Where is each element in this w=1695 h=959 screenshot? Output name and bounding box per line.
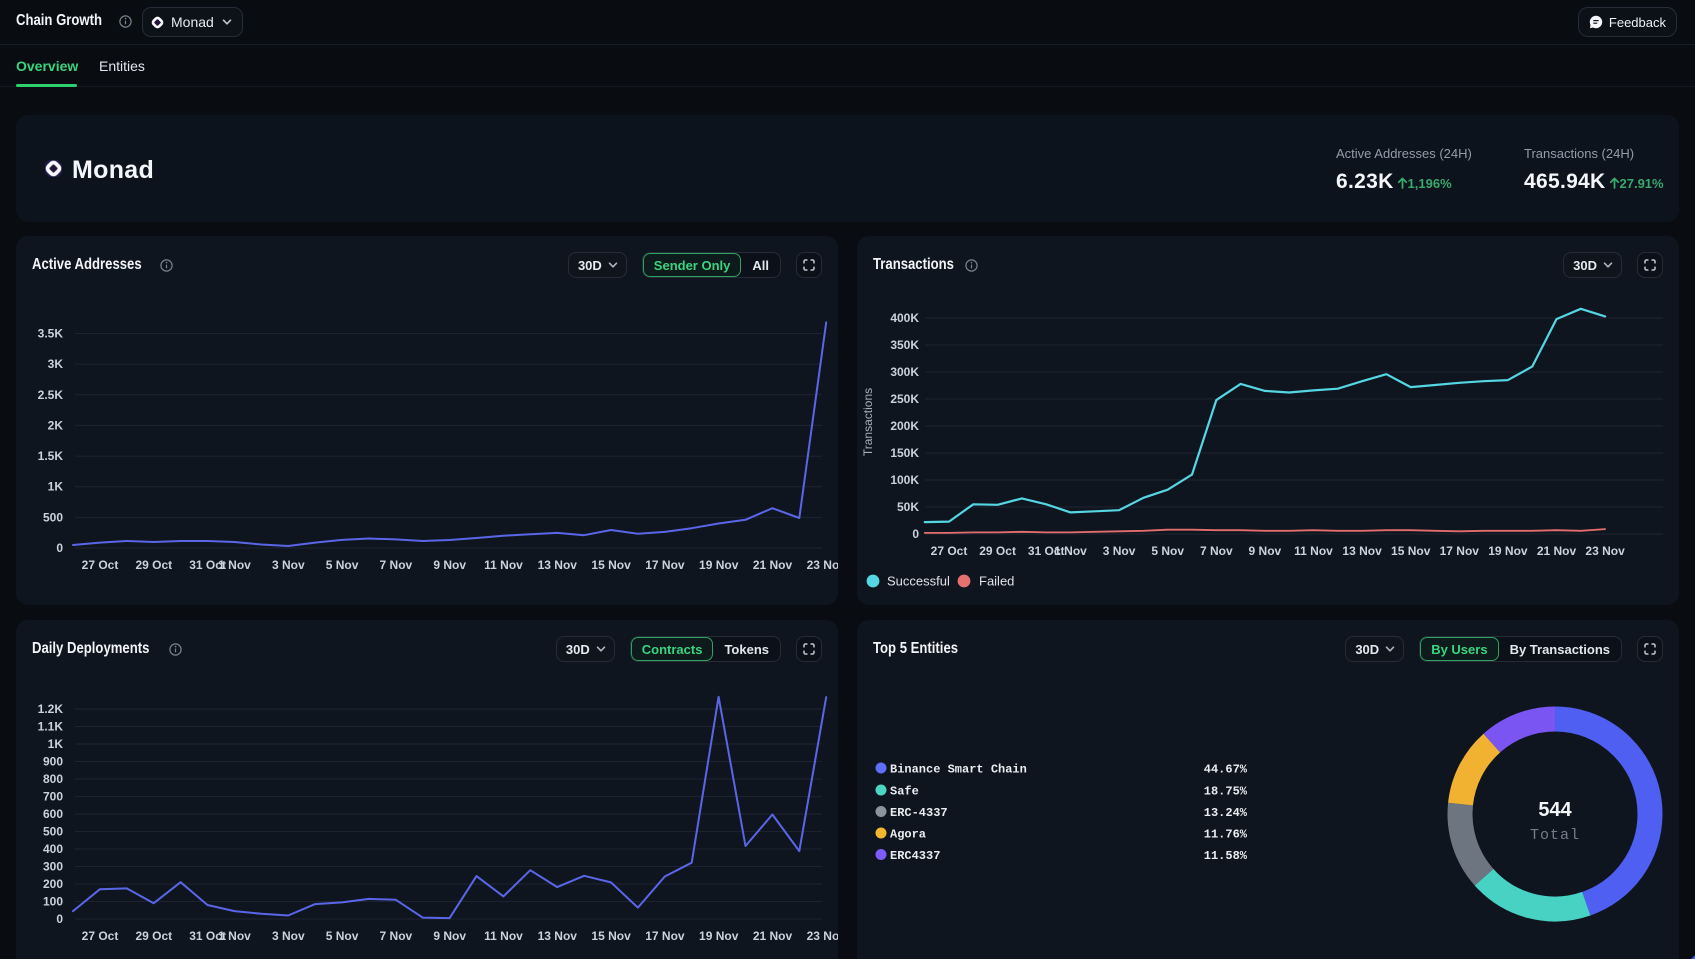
svg-text:600: 600 [43, 807, 63, 821]
svg-text:Transactions: Transactions [861, 388, 875, 456]
svg-text:ERC4337: ERC4337 [890, 849, 940, 863]
svg-text:13 Nov: 13 Nov [538, 558, 578, 572]
svg-text:50K: 50K [897, 500, 919, 514]
svg-text:11 Nov: 11 Nov [484, 929, 523, 943]
svg-text:3K: 3K [48, 357, 64, 371]
svg-text:Failed: Failed [979, 574, 1014, 589]
svg-text:29 Oct: 29 Oct [979, 544, 1016, 558]
svg-text:250K: 250K [890, 392, 919, 406]
svg-text:7 Nov: 7 Nov [380, 929, 413, 943]
svg-text:13 Nov: 13 Nov [538, 929, 578, 943]
svg-text:29 Oct: 29 Oct [135, 929, 172, 943]
svg-text:5 Nov: 5 Nov [326, 558, 359, 572]
svg-text:11.58%: 11.58% [1204, 849, 1248, 863]
svg-text:23 Nov: 23 Nov [1585, 544, 1625, 558]
svg-text:44.67%: 44.67% [1204, 763, 1248, 777]
svg-text:350K: 350K [890, 338, 919, 352]
svg-text:17 Nov: 17 Nov [1440, 544, 1480, 558]
svg-text:23 Nov: 23 Nov [807, 558, 838, 572]
svg-text:400K: 400K [890, 311, 919, 325]
svg-text:300K: 300K [890, 365, 919, 379]
svg-text:2.5K: 2.5K [38, 388, 64, 402]
svg-text:29 Oct: 29 Oct [135, 558, 172, 572]
svg-text:13.24%: 13.24% [1204, 806, 1248, 820]
svg-text:21 Nov: 21 Nov [753, 929, 793, 943]
svg-text:21 Nov: 21 Nov [1537, 544, 1577, 558]
svg-text:1.1K: 1.1K [38, 720, 64, 734]
svg-text:17 Nov: 17 Nov [645, 929, 685, 943]
svg-text:1.5K: 1.5K [38, 449, 64, 463]
svg-text:ERC-4337: ERC-4337 [890, 806, 948, 820]
svg-text:5 Nov: 5 Nov [1151, 544, 1184, 558]
svg-text:18.75%: 18.75% [1204, 785, 1248, 799]
svg-text:23 Nov: 23 Nov [807, 929, 838, 943]
svg-text:1K: 1K [48, 737, 64, 751]
svg-text:3 Nov: 3 Nov [272, 929, 305, 943]
svg-text:31 Oct: 31 Oct [189, 929, 226, 943]
svg-text:17 Nov: 17 Nov [645, 558, 685, 572]
svg-text:1 Nov: 1 Nov [218, 929, 251, 943]
svg-text:19 Nov: 19 Nov [699, 929, 739, 943]
svg-text:0: 0 [912, 527, 919, 541]
svg-text:100K: 100K [890, 473, 919, 487]
svg-text:200: 200 [43, 877, 63, 891]
svg-text:Agora: Agora [890, 828, 926, 842]
svg-text:544: 544 [1538, 799, 1572, 821]
svg-text:Safe: Safe [890, 785, 919, 799]
svg-text:2K: 2K [48, 418, 64, 432]
svg-text:500: 500 [43, 510, 63, 524]
svg-text:700: 700 [43, 790, 63, 804]
svg-text:1 Nov: 1 Nov [218, 558, 251, 572]
svg-text:150K: 150K [890, 446, 919, 460]
svg-text:3 Nov: 3 Nov [1103, 544, 1136, 558]
svg-text:3 Nov: 3 Nov [272, 558, 305, 572]
svg-text:11 Nov: 11 Nov [1294, 544, 1333, 558]
svg-text:1K: 1K [48, 480, 64, 494]
svg-text:400: 400 [43, 842, 63, 856]
svg-text:9 Nov: 9 Nov [1249, 544, 1282, 558]
svg-text:0: 0 [56, 541, 63, 555]
svg-text:15 Nov: 15 Nov [591, 558, 631, 572]
svg-text:27 Oct: 27 Oct [82, 558, 119, 572]
svg-text:15 Nov: 15 Nov [591, 929, 631, 943]
svg-text:21 Nov: 21 Nov [753, 558, 793, 572]
svg-text:1.2K: 1.2K [38, 702, 64, 716]
svg-text:15 Nov: 15 Nov [1391, 544, 1431, 558]
svg-text:1 Nov: 1 Nov [1054, 544, 1087, 558]
svg-text:500: 500 [43, 825, 63, 839]
svg-text:11 Nov: 11 Nov [484, 558, 523, 572]
svg-text:3.5K: 3.5K [38, 327, 64, 341]
svg-text:9 Nov: 9 Nov [433, 558, 466, 572]
svg-text:7 Nov: 7 Nov [1200, 544, 1233, 558]
svg-text:100: 100 [43, 895, 63, 909]
svg-text:200K: 200K [890, 419, 919, 433]
svg-text:900: 900 [43, 755, 63, 769]
svg-text:0: 0 [56, 912, 63, 926]
svg-text:300: 300 [43, 860, 63, 874]
svg-text:Binance Smart Chain: Binance Smart Chain [890, 763, 1027, 777]
svg-text:31 Oct: 31 Oct [1028, 544, 1065, 558]
svg-text:Total: Total [1530, 827, 1580, 844]
svg-text:800: 800 [43, 772, 63, 786]
svg-text:31 Oct: 31 Oct [189, 558, 226, 572]
svg-text:5 Nov: 5 Nov [326, 929, 359, 943]
svg-text:19 Nov: 19 Nov [699, 558, 739, 572]
svg-text:19 Nov: 19 Nov [1488, 544, 1528, 558]
svg-text:27 Oct: 27 Oct [82, 929, 119, 943]
svg-text:7 Nov: 7 Nov [380, 558, 413, 572]
svg-text:27 Oct: 27 Oct [931, 544, 968, 558]
svg-text:9 Nov: 9 Nov [433, 929, 466, 943]
svg-text:13 Nov: 13 Nov [1342, 544, 1382, 558]
svg-text:Successful: Successful [887, 574, 950, 589]
svg-text:11.76%: 11.76% [1204, 828, 1248, 842]
